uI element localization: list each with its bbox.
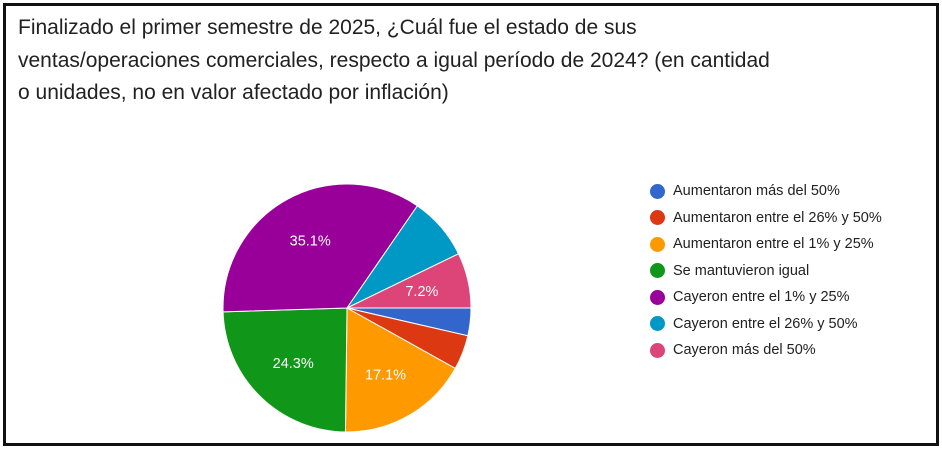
- legend-swatch-7: [650, 342, 665, 358]
- legend-swatch-3: [650, 236, 665, 252]
- legend-swatch-4: [650, 263, 665, 279]
- chart-title: Finalizado el primer semestre de 2025, ¿…: [18, 16, 770, 104]
- legend-swatch-6: [650, 316, 665, 332]
- legend-swatch-1: [650, 183, 665, 199]
- legend-item-2: Aumentaron entre el 26% y 50%: [650, 205, 882, 232]
- legend-label-2: Aumentaron entre el 26% y 50%: [673, 209, 882, 226]
- legend-label-6: Cayeron entre el 26% y 50%: [673, 315, 858, 332]
- legend-item-7: Cayeron más del 50%: [650, 337, 882, 364]
- legend-item-5: Cayeron entre el 1% y 25%: [650, 284, 882, 311]
- chart-legend: Aumentaron más del 50% Aumentaron entre e…: [650, 178, 882, 364]
- slice-label-4: 24.3%: [273, 356, 314, 372]
- slice-label-5: 35.1%: [290, 234, 331, 250]
- pie-slice-7: [346, 253, 472, 309]
- pie-slice-5: [222, 183, 419, 313]
- legend-label-5: Cayeron entre el 1% y 25%: [673, 289, 850, 306]
- legend-label-7: Cayeron más del 50%: [673, 342, 816, 359]
- legend-swatch-5: [650, 289, 665, 305]
- pie-slice-3: [344, 307, 456, 433]
- pie-slice-4: [222, 307, 348, 433]
- legend-item-6: Cayeron entre el 26% y 50%: [650, 311, 882, 338]
- legend-item-1: Aumentaron más del 50%: [650, 178, 882, 205]
- chart-frame: Finalizado el primer semestre de 2025, ¿…: [3, 3, 939, 446]
- legend-label-1: Aumentaron más del 50%: [673, 183, 840, 200]
- legend-item-4: Se mantuvieron igual: [650, 258, 882, 285]
- legend-label-3: Aumentaron entre el 1% y 25%: [673, 236, 874, 253]
- legend-swatch-2: [650, 210, 665, 226]
- slice-label-7: 7.2%: [405, 284, 438, 300]
- slice-label-3: 17.1%: [365, 368, 406, 384]
- legend-label-4: Se mantuvieron igual: [673, 262, 810, 279]
- legend-item-3: Aumentaron entre el 1% y 25%: [650, 231, 882, 258]
